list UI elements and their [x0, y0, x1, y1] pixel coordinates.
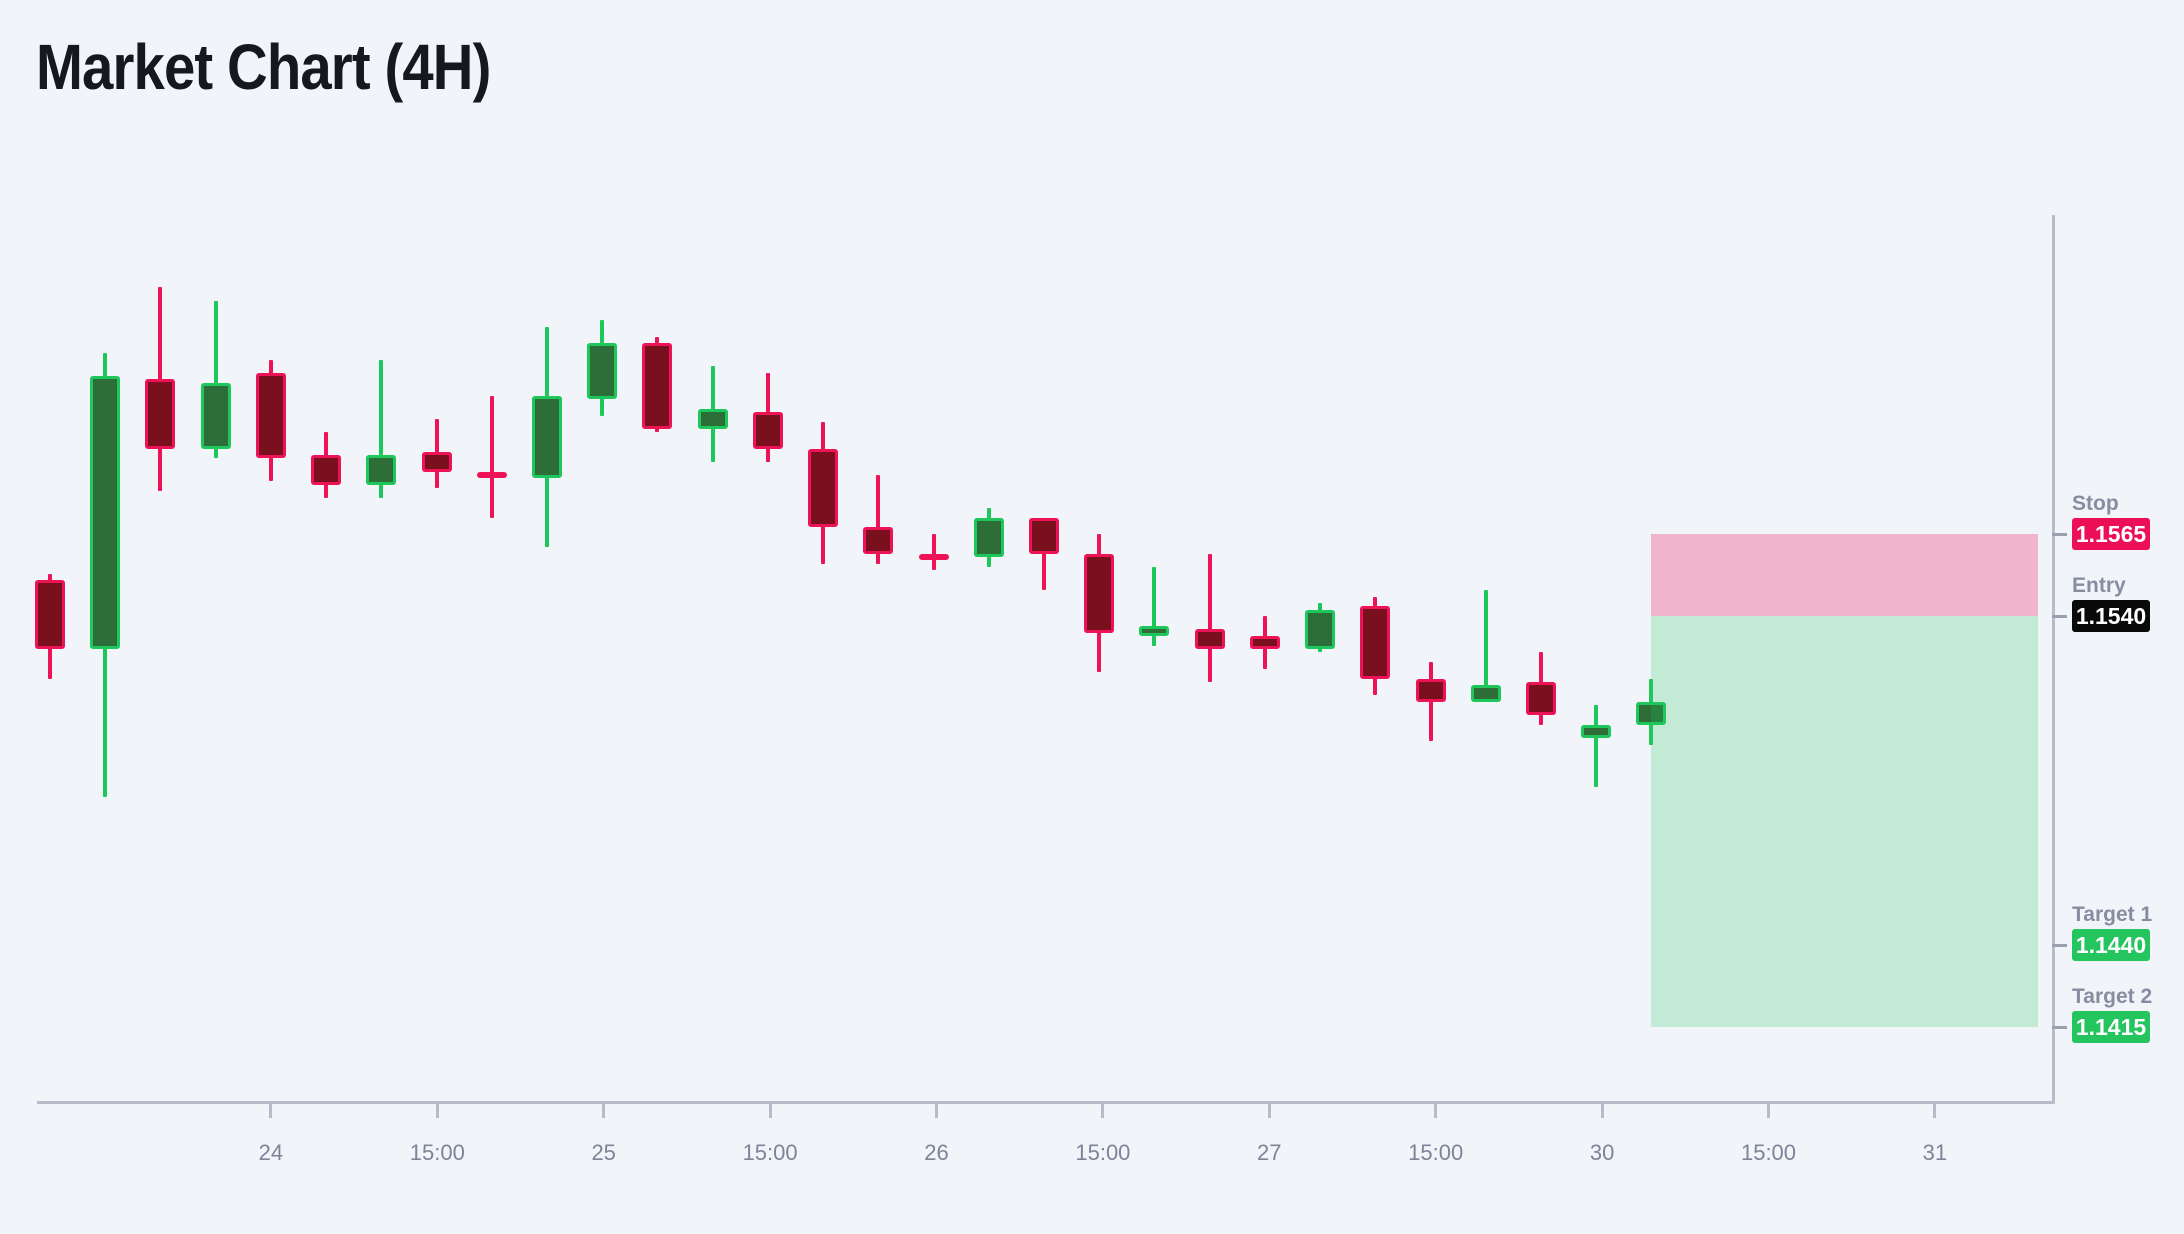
candle-body: [1139, 626, 1170, 637]
x-axis-tick: [1933, 1101, 1937, 1118]
chart-title: Market Chart (4H): [36, 31, 491, 103]
candle-wick: [489, 395, 494, 518]
candle-body: [35, 580, 65, 650]
x-axis-tick-label: 30: [1589, 1140, 1615, 1165]
candle-wick: [1207, 553, 1212, 683]
x-axis-tick-label: 15:00: [1740, 1140, 1797, 1165]
price-level-label: Target 2: [2072, 985, 2153, 1009]
y-axis-line: [2052, 215, 2055, 1104]
x-axis-tick-label: 15:00: [1408, 1140, 1464, 1165]
candle-wick: [1483, 589, 1488, 702]
candle-body: [476, 471, 507, 479]
candle-body: [642, 343, 673, 429]
candle-wick: [931, 534, 936, 571]
candle-body: [1415, 678, 1446, 702]
x-axis-tick-label: 27: [1257, 1140, 1282, 1165]
candle-body: [1305, 609, 1336, 650]
candle-wick: [876, 474, 881, 564]
candle-body: [421, 451, 452, 472]
candle-body: [255, 372, 286, 459]
zone-reward: [1651, 616, 2038, 1028]
candle-wick: [1152, 566, 1157, 646]
price-level-badge: 1.1415: [2072, 1011, 2150, 1044]
price-level-label: Target 1: [2072, 903, 2153, 927]
x-axis-tick-label: 24: [258, 1140, 284, 1165]
x-axis-tick: [1267, 1101, 1271, 1118]
x-axis-tick-label: 15:00: [1075, 1140, 1131, 1165]
candle-wick: [379, 359, 384, 498]
price-level-badge: 1.1540: [2072, 600, 2150, 633]
x-axis-tick-label: 15:00: [409, 1140, 465, 1165]
price-level-tick: [2052, 614, 2067, 618]
x-axis-tick: [1434, 1101, 1438, 1118]
x-axis-tick-label: 26: [924, 1140, 949, 1165]
candle-body: [1028, 517, 1059, 554]
price-level-tick: [2052, 1025, 2067, 1029]
price-level-tick: [2052, 532, 2067, 536]
candle-wick: [1041, 517, 1046, 590]
x-axis-tick: [1101, 1101, 1105, 1118]
candle-body: [531, 395, 562, 479]
candle-body: [1470, 685, 1501, 702]
candle-body: [808, 448, 839, 528]
price-level-tick: [2052, 943, 2067, 947]
candle-body: [1194, 629, 1225, 650]
candle-body: [918, 553, 949, 560]
candle-body: [587, 343, 618, 400]
x-axis-tick-label: 31: [1922, 1140, 1948, 1165]
price-level-badge: 1.1440: [2072, 929, 2150, 962]
x-axis-line: [37, 1101, 2055, 1104]
price-level-badge: 1.1565: [2072, 518, 2150, 551]
candle-wick: [1428, 662, 1433, 742]
candle-body: [752, 412, 783, 449]
candle-body: [1084, 553, 1115, 633]
x-axis-tick-label: 15:00: [742, 1140, 798, 1165]
candle-body: [311, 455, 342, 485]
candle-body: [90, 376, 121, 650]
candle-body: [366, 455, 397, 485]
price-level-label: Entry: [2072, 574, 2126, 598]
candle-body: [973, 517, 1004, 558]
x-axis-tick: [1600, 1101, 1604, 1118]
x-axis-tick: [602, 1101, 606, 1118]
candle-body: [1525, 682, 1556, 715]
candle-wick: [1594, 705, 1599, 788]
x-axis-tick-label: 25: [591, 1140, 616, 1165]
candle-body: [1581, 724, 1612, 738]
zone-risk: [1651, 534, 2038, 617]
x-axis-tick: [768, 1101, 772, 1118]
candle-body: [200, 382, 231, 449]
x-axis-tick: [269, 1101, 273, 1118]
candle-body: [145, 379, 176, 449]
candle-body: [1636, 701, 1667, 725]
x-axis-tick: [435, 1101, 439, 1118]
candle-body: [1360, 606, 1391, 679]
price-level-label: Stop: [2072, 492, 2119, 516]
candle-body: [863, 527, 894, 554]
candle-body: [697, 409, 728, 429]
candle-body: [1249, 636, 1280, 650]
candle-wick: [213, 300, 218, 459]
x-axis-tick: [935, 1101, 938, 1118]
x-axis-tick: [1767, 1101, 1770, 1118]
